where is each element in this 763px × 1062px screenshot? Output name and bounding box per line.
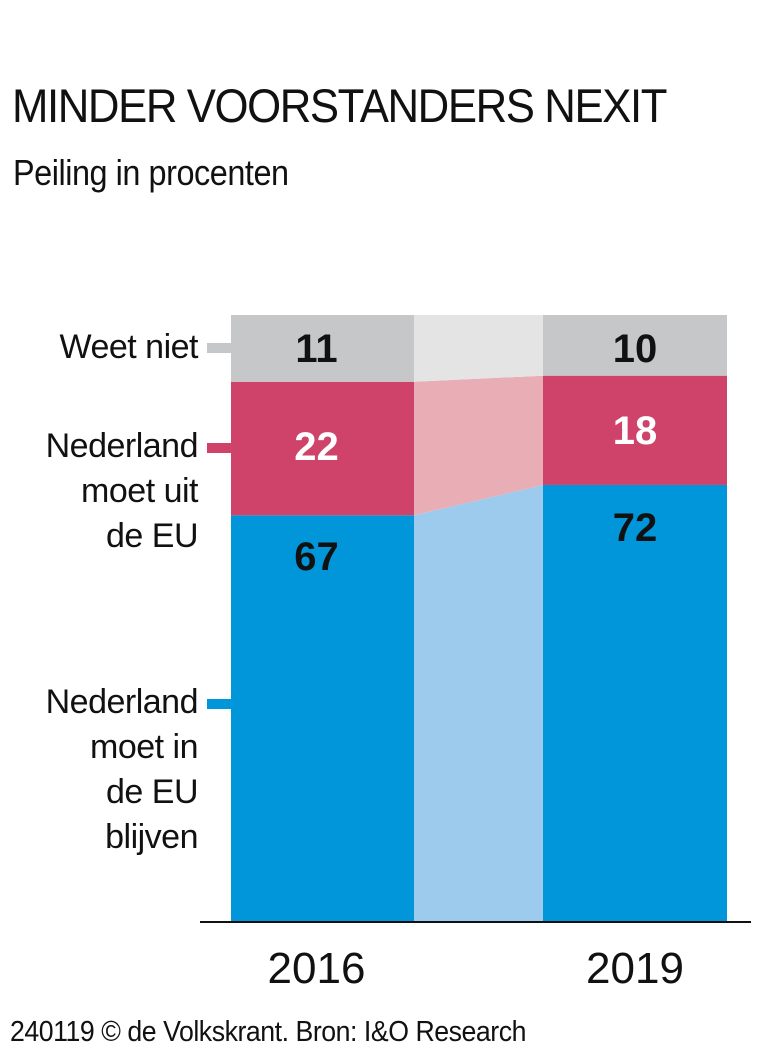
stacked-bar-chart: 67 72 22 18 11 10 2016 2019 bbox=[200, 315, 751, 993]
legend-entry-line: de EU bbox=[106, 773, 199, 811]
x-tick-label: 2019 bbox=[586, 944, 684, 993]
bar-segment bbox=[231, 515, 414, 922]
legend-entry-line: moet in bbox=[90, 728, 199, 766]
data-label: 67 bbox=[294, 535, 339, 579]
connector-band bbox=[414, 375, 543, 516]
legend-tick bbox=[207, 443, 231, 453]
bar-segment bbox=[543, 484, 727, 922]
data-label: 10 bbox=[613, 327, 658, 371]
bar-segment bbox=[543, 315, 727, 376]
bar-segment bbox=[231, 381, 414, 516]
connector-band bbox=[414, 484, 543, 922]
bars bbox=[231, 315, 727, 922]
data-label: 72 bbox=[613, 506, 658, 550]
data-label: 11 bbox=[295, 327, 337, 371]
legend-entry-line: blijven bbox=[105, 818, 198, 856]
x-tick-label: 2016 bbox=[268, 944, 366, 993]
legend-entry-line: moet uit bbox=[81, 472, 198, 510]
chart-subtitle: Peiling in procenten bbox=[13, 152, 289, 193]
legend-ticks bbox=[207, 343, 231, 709]
data-labels: 67 72 22 18 11 10 bbox=[294, 327, 657, 579]
legend-entry-line: Nederland bbox=[45, 683, 199, 721]
source-credit: 240119 © de Volkskrant. Bron: I&O Resear… bbox=[10, 1016, 526, 1048]
connector-band bbox=[414, 315, 543, 382]
legend-entry-line: Nederland bbox=[45, 427, 199, 465]
legend-entry-line: de EU bbox=[106, 517, 199, 555]
chart-title: MINDER VOORSTANDERS NEXIT bbox=[12, 79, 667, 132]
legend-entry-line: Weet niet bbox=[59, 328, 198, 366]
connector-bands bbox=[414, 315, 543, 922]
legend-tick bbox=[207, 343, 231, 353]
x-tick-labels: 2016 2019 bbox=[268, 944, 684, 993]
data-label: 22 bbox=[294, 425, 339, 469]
legend-tick bbox=[207, 699, 231, 709]
bar-segment bbox=[543, 375, 727, 485]
data-label: 18 bbox=[613, 409, 658, 453]
bar-segment bbox=[231, 315, 414, 382]
legend-entry: Weet niet bbox=[59, 325, 198, 370]
legend-entry: Nederland moet in de EU blijven bbox=[45, 680, 199, 860]
legend-entry: Nederland moet uit de EU bbox=[45, 424, 199, 559]
